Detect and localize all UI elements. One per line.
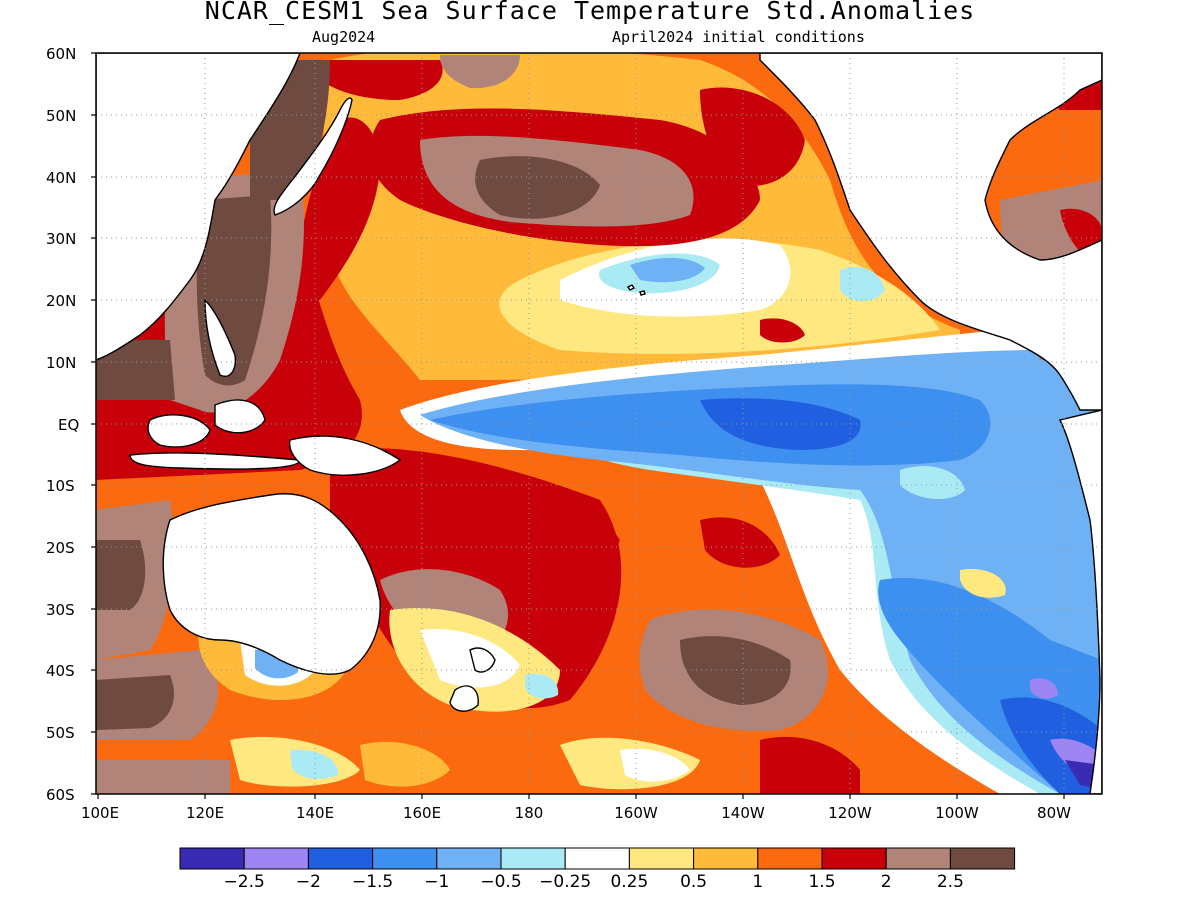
lon-label-120w: 120W [828,804,872,822]
colorbar-swatch [693,847,759,870]
colorbar-swatch [821,847,887,870]
lon-label-120e: 120E [185,804,225,822]
lon-label-180: 180 [514,804,544,822]
lat-label-50s: 50S [46,724,75,742]
lon-label-100e: 100E [80,804,120,822]
lat-label-10n: 10N [46,354,77,372]
anomaly-field [96,53,1102,794]
lat-label-40n: 40N [46,169,77,187]
colorbar-label: −2.5 [223,872,265,892]
lon-label-140e: 140E [295,804,335,822]
lat-label-40s: 40S [46,662,75,680]
colorbar-label: −1.5 [351,872,394,892]
map-title: NCAR_CESM1 Sea Surface Temperature Std.A… [204,0,976,25]
colorbar-label: 1 [752,872,764,892]
colorbar [179,847,1016,870]
colorbar-swatch [372,847,438,870]
lon-label-160e: 160E [402,804,442,822]
graticule [96,53,1102,794]
colorbar-swatch [628,847,695,870]
colorbar-label: −0.5 [480,872,522,892]
lat-label-50n: 50N [46,107,77,125]
colorbar-swatch [179,847,245,870]
colorbar-label: −1 [424,872,450,892]
colorbar-label: 2 [880,872,892,892]
colorbar-swatch [949,847,1016,870]
colorbar-swatch [307,847,374,870]
initial-conditions: April2024 initial conditions [612,28,865,46]
lat-label-30n: 30N [46,230,77,248]
colorbar-label: −2 [295,872,321,892]
lon-label-80w: 80W [1037,804,1071,822]
colorbar-swatch [436,847,502,870]
tick-marks [91,52,1065,799]
lat-label-30s: 30S [46,601,75,619]
lon-label-100w: 100W [935,804,979,822]
colorbar-label: 1.5 [808,872,836,892]
lon-label-140w: 140W [721,804,765,822]
colorbar-label: 0.25 [610,872,649,892]
lat-label-10s: 10S [46,477,75,495]
lat-label-eq: EQ [58,416,80,434]
lat-label-60s: 60S [46,786,75,804]
colorbar-label: −0.25 [539,872,592,892]
lat-label-20s: 20S [46,539,75,557]
colorbar-swatch [564,847,630,870]
lat-label-20n: 20N [46,292,77,310]
forecast-month: Aug2024 [312,28,376,46]
colorbar-label: 2.5 [936,872,964,892]
colorbar-swatch [885,847,951,870]
colorbar-swatch [243,847,309,870]
lat-label-60n: 60N [46,45,77,63]
colorbar-label: 0.5 [680,872,708,892]
colorbar-swatch [757,847,823,870]
land [96,53,1102,794]
colorbar-swatch [500,847,566,870]
lon-label-160w: 160W [614,804,658,822]
